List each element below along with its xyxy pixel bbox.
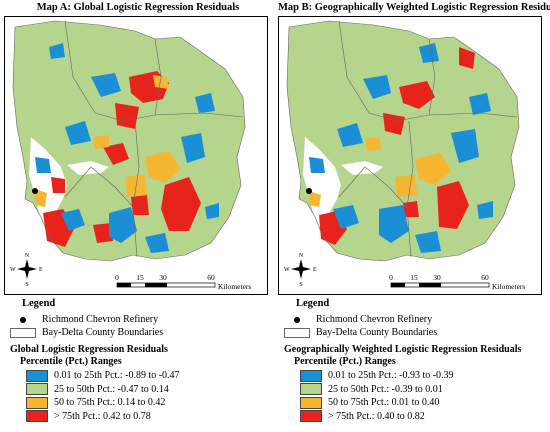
class-label: 25 to 50th Pct.: -0.39 to 0.01 xyxy=(328,383,443,395)
legend-title: Legend xyxy=(296,298,330,309)
legend-row-refinery: Richmond Chevron Refinery xyxy=(10,313,272,326)
legend-label: Richmond Chevron Refinery xyxy=(42,314,159,325)
bay-water xyxy=(341,161,383,175)
legend-class-row: 0.01 to 25th Pct.: -0.93 to -0.39 xyxy=(300,369,546,383)
residual-patches xyxy=(309,43,493,253)
scale-tick: 15 xyxy=(136,273,144,282)
east-label: E xyxy=(313,267,317,273)
legend-row-boundary: Bay-Delta County Boundaries xyxy=(10,326,272,339)
percentile-subtitle: Percentile (Pct.) Ranges xyxy=(20,356,122,367)
legend-class-row: 50 to 75th Pct.: 0.01 to 0.40 xyxy=(300,396,546,410)
percentile-subtitle: Percentile (Pct.) Ranges xyxy=(294,356,396,367)
legend: Legend Richmond Chevron Refinery Bay-Del… xyxy=(10,298,272,423)
map-frame: N S E W 0 15 30 60 Kilometers xyxy=(4,16,268,295)
map-title: Map B: Geographically Weighted Logistic … xyxy=(278,2,550,13)
legend: Legend Richmond Chevron Refinery Bay-Del… xyxy=(284,298,546,423)
county-boundaries xyxy=(12,20,246,262)
class-label: 25 to 50th Pct.: -0.47 to 0.14 xyxy=(54,383,169,395)
legend-title: Legend xyxy=(22,298,56,309)
class-swatch xyxy=(26,383,48,396)
map-frame: N S E W 0 15 30 60 Kilometers xyxy=(278,16,542,295)
class-swatch xyxy=(26,410,48,423)
scale-unit: Kilometers xyxy=(492,282,525,291)
refinery-symbol-icon xyxy=(284,315,310,325)
scale-tick: 60 xyxy=(207,273,215,282)
east-label: E xyxy=(39,267,43,273)
boundary-symbol-icon xyxy=(284,327,310,338)
class-swatch xyxy=(300,383,322,396)
residual-section-title: Geographically Weighted Logistic Regress… xyxy=(284,344,522,355)
legend-class-row: > 75th Pct.: 0.42 to 0.78 xyxy=(26,410,272,424)
class-swatch xyxy=(300,396,322,409)
map-panel-b: Map B: Geographically Weighted Logistic … xyxy=(278,0,550,432)
north-arrow: N S E W xyxy=(284,253,317,288)
scale-tick: 30 xyxy=(159,273,167,282)
region-map: N S E W 0 15 30 60 Kilometers xyxy=(10,20,251,291)
class-label: 0.01 to 25th Pct.: -0.93 to -0.39 xyxy=(328,370,454,382)
legend-class-row: 50 to 75th Pct.: 0.14 to 0.42 xyxy=(26,396,272,410)
north-label: N xyxy=(299,253,304,259)
refinery-symbol-icon xyxy=(10,315,36,325)
class-label: > 75th Pct.: 0.40 to 0.82 xyxy=(328,410,425,422)
legend-label: Bay-Delta County Boundaries xyxy=(316,327,438,338)
scale-tick: 0 xyxy=(389,273,393,282)
west-label: W xyxy=(10,267,16,273)
legend-row-boundary: Bay-Delta County Boundaries xyxy=(284,326,546,339)
south-label: S xyxy=(299,282,302,288)
legend-class-row: > 75th Pct.: 0.40 to 0.82 xyxy=(300,410,546,424)
refinery-point xyxy=(306,188,312,194)
region-map: N S E W 0 15 30 60 Kilometers xyxy=(284,20,525,291)
map-title: Map A: Global Logistic Regression Residu… xyxy=(36,2,240,13)
county-boundaries xyxy=(286,20,520,262)
scale-tick: 60 xyxy=(481,273,489,282)
residual-patches xyxy=(35,43,219,253)
bay-water xyxy=(67,161,109,175)
scale-tick: 30 xyxy=(433,273,441,282)
class-swatch xyxy=(26,369,48,382)
north-label: N xyxy=(25,253,30,259)
class-swatch xyxy=(26,396,48,409)
class-swatch xyxy=(300,369,322,382)
scale-bar: 0 15 30 60 Kilometers xyxy=(389,273,525,291)
south-label: S xyxy=(25,282,28,288)
class-label: > 75th Pct.: 0.42 to 0.78 xyxy=(54,410,151,422)
scale-unit: Kilometers xyxy=(218,282,251,291)
scale-bar: 0 15 30 60 Kilometers xyxy=(115,273,251,291)
legend-class-row: 25 to 50th Pct.: -0.47 to 0.14 xyxy=(26,383,272,397)
class-swatch xyxy=(300,410,322,423)
class-label: 0.01 to 25th Pct.: -0.89 to -0.47 xyxy=(54,370,180,382)
residual-section-title: Global Logistic Regression Residuals xyxy=(10,344,168,355)
refinery-point xyxy=(32,188,38,194)
class-label: 50 to 75th Pct.: 0.01 to 0.40 xyxy=(328,397,440,409)
class-label: 50 to 75th Pct.: 0.14 to 0.42 xyxy=(54,397,166,409)
legend-label: Bay-Delta County Boundaries xyxy=(42,327,164,338)
legend-label: Richmond Chevron Refinery xyxy=(316,314,433,325)
scale-tick: 15 xyxy=(410,273,418,282)
legend-row-refinery: Richmond Chevron Refinery xyxy=(284,313,546,326)
legend-class-row: 25 to 50th Pct.: -0.39 to 0.01 xyxy=(300,383,546,397)
west-label: W xyxy=(284,267,290,273)
boundary-symbol-icon xyxy=(10,327,36,338)
north-arrow: N S E W xyxy=(10,253,43,288)
legend-class-row: 0.01 to 25th Pct.: -0.89 to -0.47 xyxy=(26,369,272,383)
map-panel-a: Map A: Global Logistic Regression Residu… xyxy=(4,0,272,432)
scale-tick: 0 xyxy=(115,273,119,282)
